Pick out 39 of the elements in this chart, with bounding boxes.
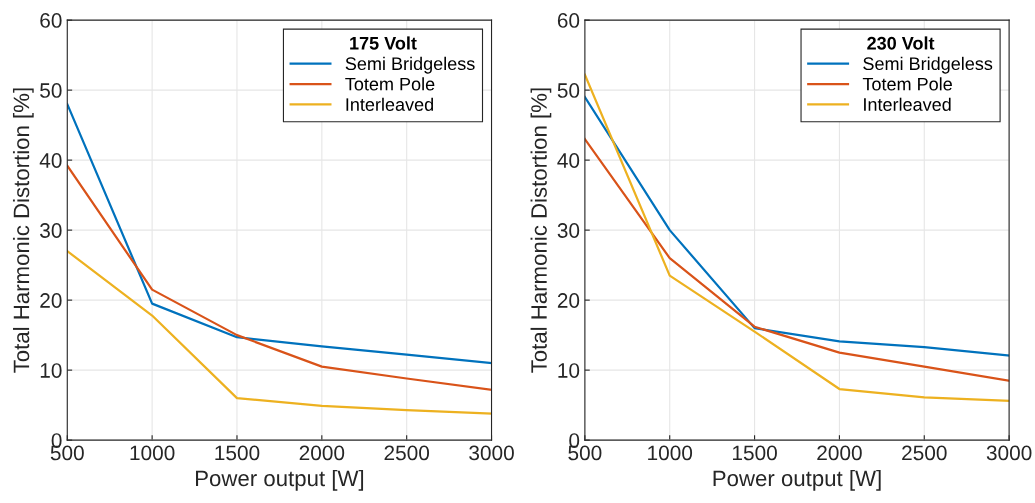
y-tick-label: 10 — [558, 363, 580, 378]
y-tick-label: 40 — [557, 153, 580, 168]
legend-label: Semi Bridgeless — [345, 56, 475, 74]
legend-label: Semi Bridgeless — [863, 56, 993, 74]
y-tick-label: 30 — [40, 223, 62, 238]
x-tick-label: 3000 — [469, 445, 514, 461]
legend-label: Totem Pole — [345, 77, 435, 91]
line-series — [67, 164, 492, 391]
line-series — [584, 96, 1010, 357]
x-tick-label: 1500 — [215, 445, 260, 461]
x-tick-label: 1000 — [648, 445, 693, 461]
line-series — [67, 250, 492, 415]
line-series — [584, 73, 1010, 403]
legend-label: Interleaved — [346, 97, 433, 111]
y-tick-label: 60 — [40, 13, 62, 28]
y-tick-label: 50 — [557, 83, 580, 98]
y-tick-label: 20 — [557, 293, 580, 308]
y-tick-label: 30 — [557, 223, 580, 238]
x-tick-label: 2000 — [299, 445, 345, 461]
x-tick-label: 2000 — [817, 445, 862, 461]
y-tick-label: 20 — [40, 293, 62, 308]
line-series — [584, 138, 1010, 382]
legend-title: 230 Volt — [867, 36, 935, 50]
y-axis-title: Total Harmonic Distortion [%] — [530, 88, 552, 373]
x-tick-label: 2500 — [902, 445, 947, 461]
y-tick-label: 50 — [40, 83, 62, 98]
legend-label: Interleaved — [864, 97, 951, 111]
y-tick-label: 40 — [39, 153, 62, 168]
x-tick-label: 3000 — [986, 445, 1032, 461]
x-axis-title: Power output [W] — [196, 469, 364, 491]
legend-label: Totem Pole — [862, 77, 952, 91]
x-tick-label: 2500 — [384, 445, 430, 461]
legend-title: 175 Volt — [350, 36, 417, 50]
y-tick-label: 60 — [557, 13, 580, 28]
x-axis-title: Power output [W] — [713, 469, 881, 491]
y-tick-label: 10 — [40, 363, 62, 378]
y-axis-title: Total Harmonic Distortion [%] — [12, 88, 34, 373]
x-tick-label: 1500 — [732, 445, 777, 461]
x-tick-label: 1000 — [130, 445, 175, 461]
